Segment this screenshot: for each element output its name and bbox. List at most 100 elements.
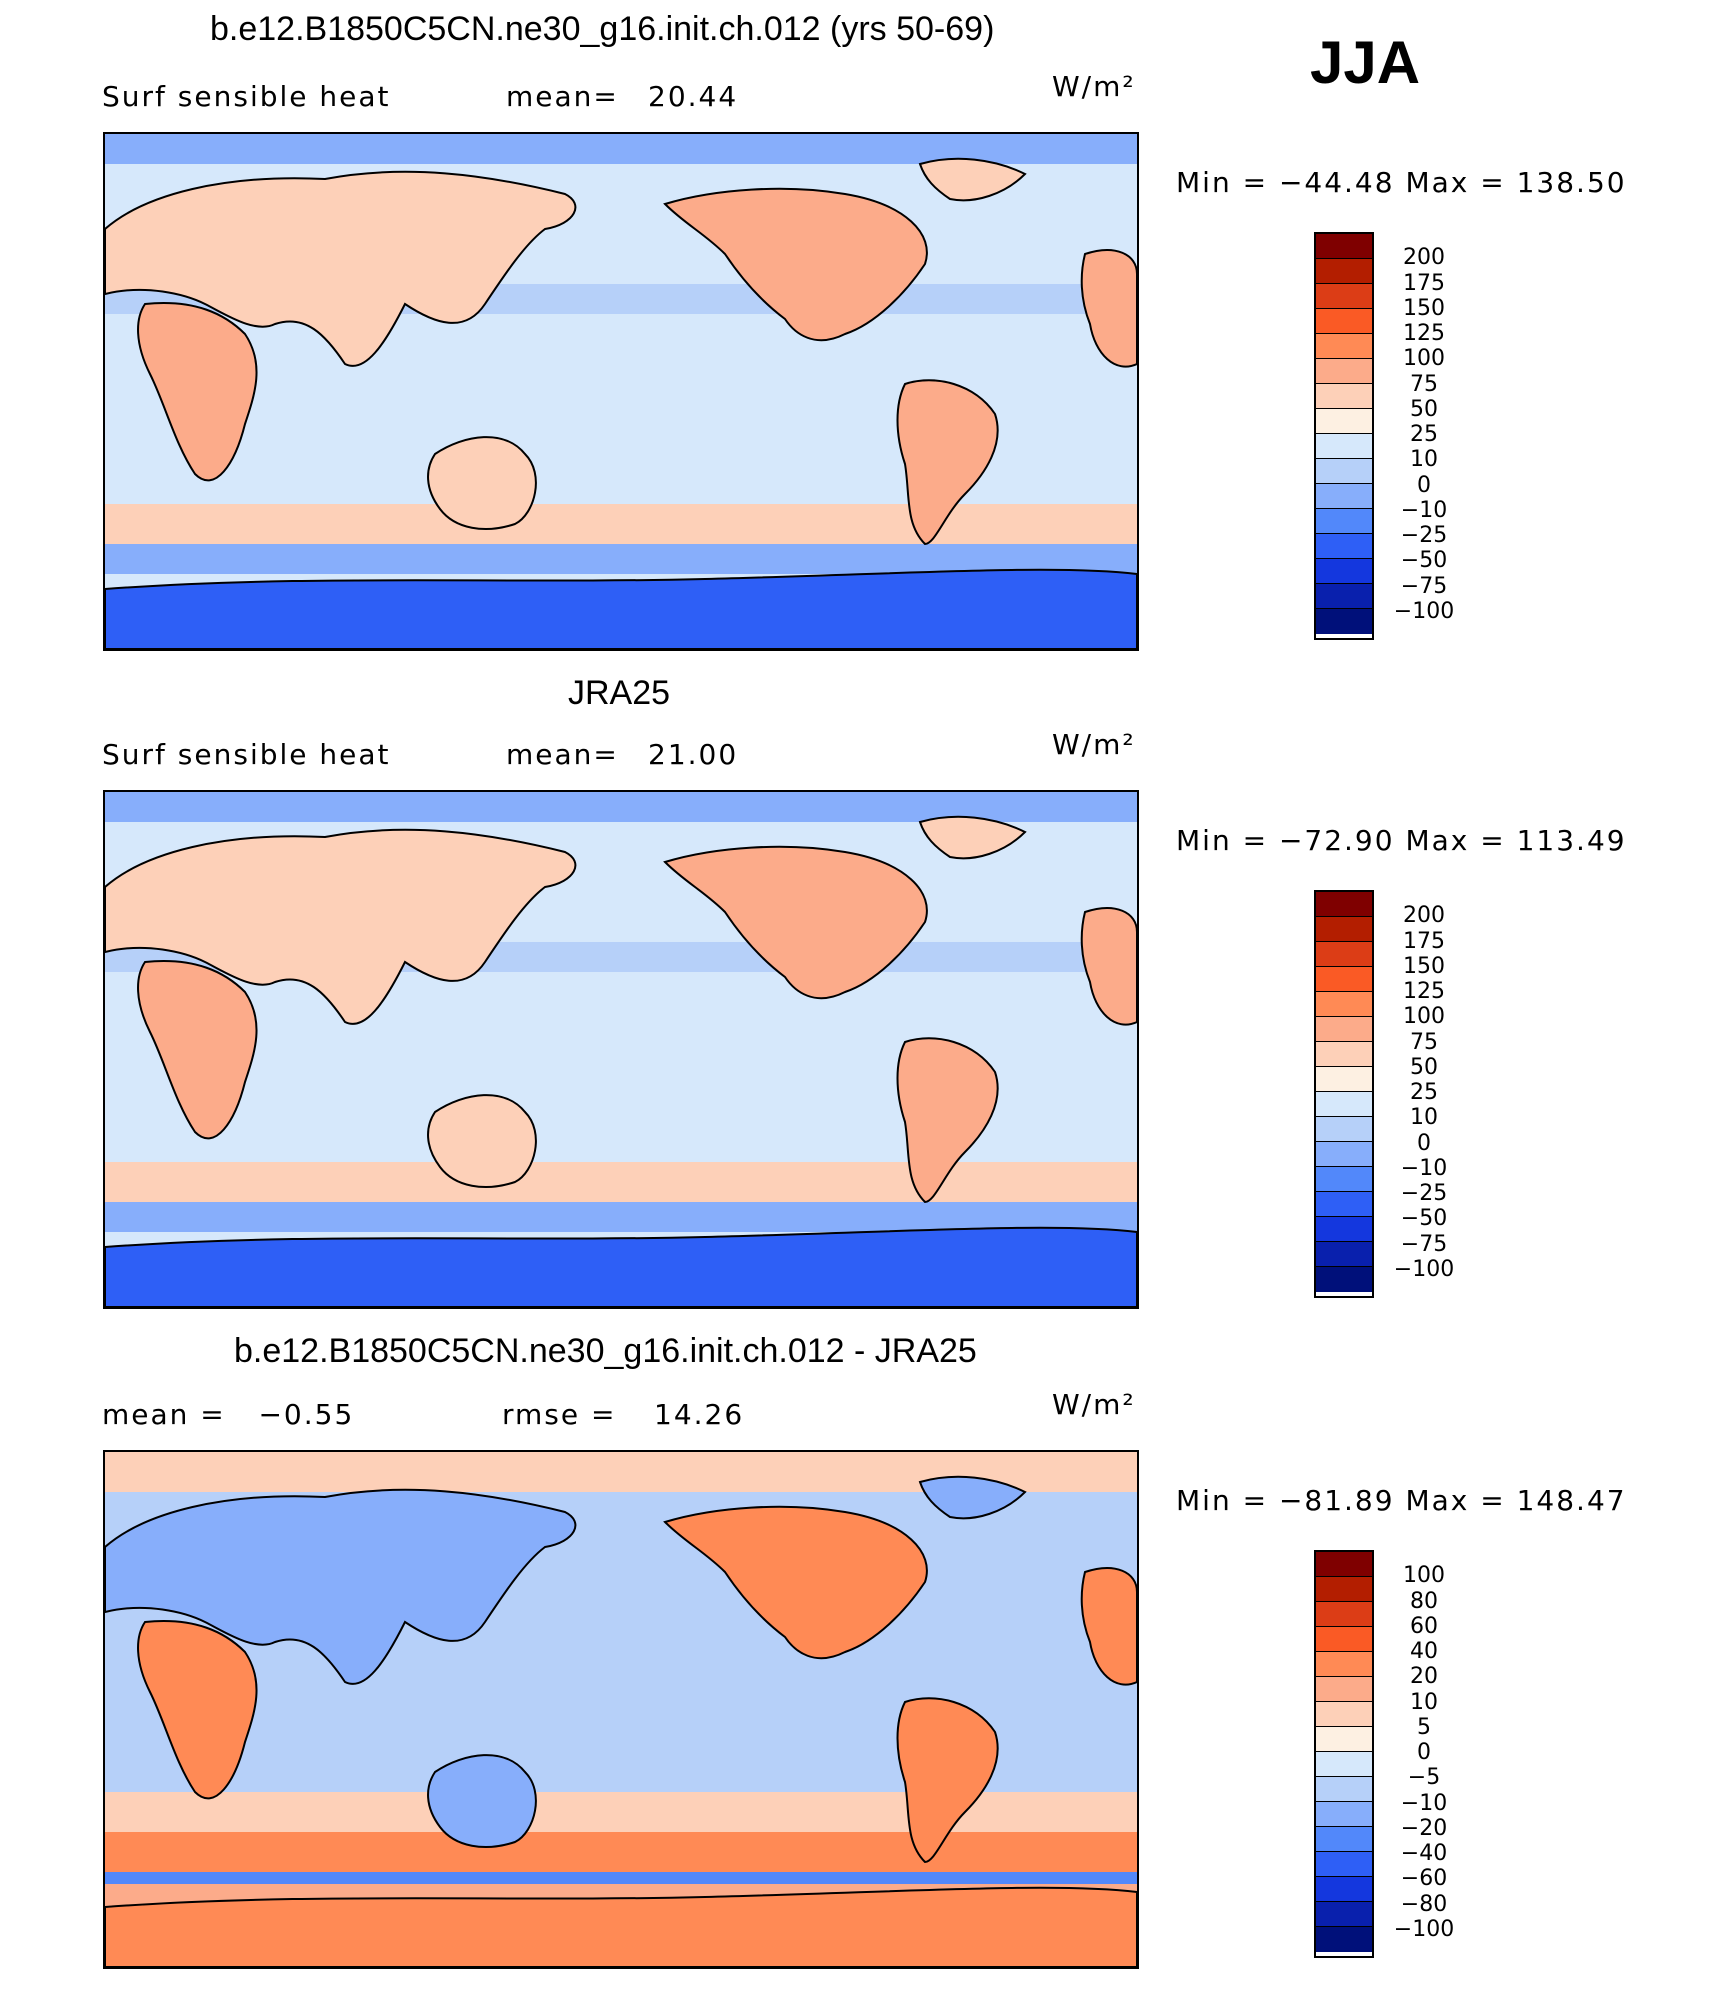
colorbar-swatch <box>1316 1242 1372 1267</box>
panel-1-variable-label: Surf sensible heat <box>102 80 391 113</box>
colorbar-level-label: −10 <box>1400 1790 1448 1816</box>
colorbar-level-label: 20 <box>1410 1664 1438 1690</box>
colorbar-level-label: 25 <box>1410 422 1438 447</box>
colorbar-level-label: 10 <box>1410 1689 1438 1715</box>
colorbar-swatch <box>1316 1827 1372 1852</box>
continent <box>1080 1567 1137 1686</box>
panel-1-stat-value: 20.44 <box>648 80 739 113</box>
colorbar-swatch <box>1316 1117 1372 1142</box>
continent <box>427 436 537 530</box>
colorbar-level-label: 150 <box>1403 295 1445 321</box>
colorbar-swatch <box>1316 1192 1372 1217</box>
colorbar-swatch <box>1316 334 1372 359</box>
colorbar-swatch <box>1316 892 1372 917</box>
colorbar-level-label: 40 <box>1410 1639 1438 1664</box>
colorbar-level-label: 25 <box>1410 1080 1438 1105</box>
colorbar-level-label: −25 <box>1400 523 1448 548</box>
colorbar-swatch <box>1316 1627 1372 1652</box>
colorbar-level-label: −60 <box>1400 1866 1448 1892</box>
panel-1-map <box>103 132 1139 651</box>
colorbar-level-label: 50 <box>1410 1054 1438 1080</box>
colorbar-swatch <box>1316 967 1372 992</box>
colorbar-level-label: 0 <box>1417 1130 1431 1156</box>
colorbar-level-label: −100 <box>1393 1916 1455 1942</box>
colorbar-level-label: 175 <box>1403 928 1445 954</box>
colorbar-swatch <box>1316 1802 1372 1827</box>
colorbar-level-label: 75 <box>1410 371 1438 397</box>
panel-1-stat-label: mean= <box>506 80 619 113</box>
panel-2-stat-value: 21.00 <box>648 738 739 771</box>
colorbar-swatch <box>1316 234 1372 259</box>
panel-3-units: W/m² <box>1052 1388 1136 1421</box>
colorbar-swatch <box>1316 434 1372 459</box>
colorbar-level-label: 100 <box>1403 346 1445 372</box>
colorbar-swatch <box>1316 1752 1372 1777</box>
colorbar-level-label: −80 <box>1400 1891 1448 1917</box>
panel-3-colorbar-labels: 100 80 60 40 20 10 5 0 −5 −10 −20 −40 −60 −80 −100 <box>1384 1550 1464 1958</box>
colorbar-swatch <box>1316 534 1372 559</box>
colorbar-level-label: 125 <box>1403 321 1445 346</box>
continent <box>427 1094 537 1188</box>
continent <box>427 1754 537 1848</box>
colorbar-level-label: 10 <box>1410 1105 1438 1131</box>
continent <box>918 815 1027 860</box>
panel-2-minmax: Min = −72.90 Max = 113.49 <box>1176 824 1627 857</box>
colorbar-level-label: −10 <box>1400 1155 1448 1181</box>
panel-3-colorbar <box>1314 1550 1374 1958</box>
colorbar-level-label: 0 <box>1417 472 1431 498</box>
colorbar-level-label: 80 <box>1410 1588 1438 1614</box>
panel-3-stat-value: 14.26 <box>654 1398 745 1431</box>
colorbar-swatch <box>1316 1552 1372 1577</box>
colorbar-swatch <box>1316 409 1372 434</box>
colorbar-swatch <box>1316 1602 1372 1627</box>
continent <box>105 828 577 1025</box>
colorbar-swatch <box>1316 559 1372 584</box>
panel-3-minmax: Min = −81.89 Max = 148.47 <box>1176 1484 1627 1517</box>
colorbar-swatch <box>1316 1092 1372 1117</box>
colorbar-level-label: −100 <box>1393 1256 1455 1282</box>
colorbar-swatch <box>1316 509 1372 534</box>
colorbar-swatch <box>1316 1777 1372 1802</box>
panel-1-minmax: Min = −44.48 Max = 138.50 <box>1176 166 1627 199</box>
colorbar-swatch <box>1316 1267 1372 1292</box>
panel-2-map <box>103 790 1139 1309</box>
colorbar-swatch <box>1316 609 1372 634</box>
colorbar-level-label: 125 <box>1403 979 1445 1004</box>
colorbar-swatch <box>1316 484 1372 509</box>
colorbar-level-label: 175 <box>1403 270 1445 296</box>
continent <box>663 187 928 342</box>
colorbar-level-label: −50 <box>1400 1206 1448 1232</box>
colorbar-swatch <box>1316 384 1372 409</box>
panel-3-mean-label: mean = −0.55 <box>102 1398 355 1431</box>
colorbar-level-label: 5 <box>1417 1714 1431 1740</box>
panel-1-colorbar-labels: 200 175 150 125 100 75 50 25 10 0 −10 −25 −50 −75 −100 <box>1384 232 1464 640</box>
panel-2-title: JRA25 <box>568 674 671 712</box>
colorbar-level-label: 75 <box>1410 1029 1438 1055</box>
colorbar-level-label: 150 <box>1403 953 1445 979</box>
colorbar-swatch <box>1316 1652 1372 1677</box>
colorbar-swatch <box>1316 309 1372 334</box>
panel-2-stat-label: mean= <box>506 738 619 771</box>
colorbar-swatch <box>1316 359 1372 384</box>
colorbar-level-label: 0 <box>1417 1740 1431 1765</box>
panel-2-units: W/m² <box>1052 728 1136 761</box>
colorbar-level-label: 200 <box>1403 903 1445 929</box>
colorbar-level-label: 60 <box>1410 1613 1438 1639</box>
colorbar-level-label: 100 <box>1403 1004 1445 1030</box>
colorbar-level-label: −20 <box>1400 1815 1448 1841</box>
colorbar-swatch <box>1316 1142 1372 1167</box>
colorbar-swatch <box>1316 1902 1372 1927</box>
continent <box>137 302 258 482</box>
antarctica <box>105 1226 1137 1307</box>
colorbar-level-label: −75 <box>1400 1231 1448 1257</box>
panel-2-variable-label: Surf sensible heat <box>102 738 391 771</box>
panel-1-title: b.e12.B1850C5CN.ne30_g16.init.ch.012 (yr… <box>210 10 995 48</box>
panel-3-stat-label: rmse = <box>502 1398 617 1431</box>
colorbar-swatch <box>1316 1217 1372 1242</box>
colorbar-level-label: 10 <box>1410 447 1438 473</box>
colorbar-swatch <box>1316 1577 1372 1602</box>
colorbar-swatch <box>1316 1067 1372 1092</box>
season-label: JJA <box>1310 29 1421 96</box>
continent <box>918 1475 1027 1520</box>
colorbar-swatch <box>1316 259 1372 284</box>
